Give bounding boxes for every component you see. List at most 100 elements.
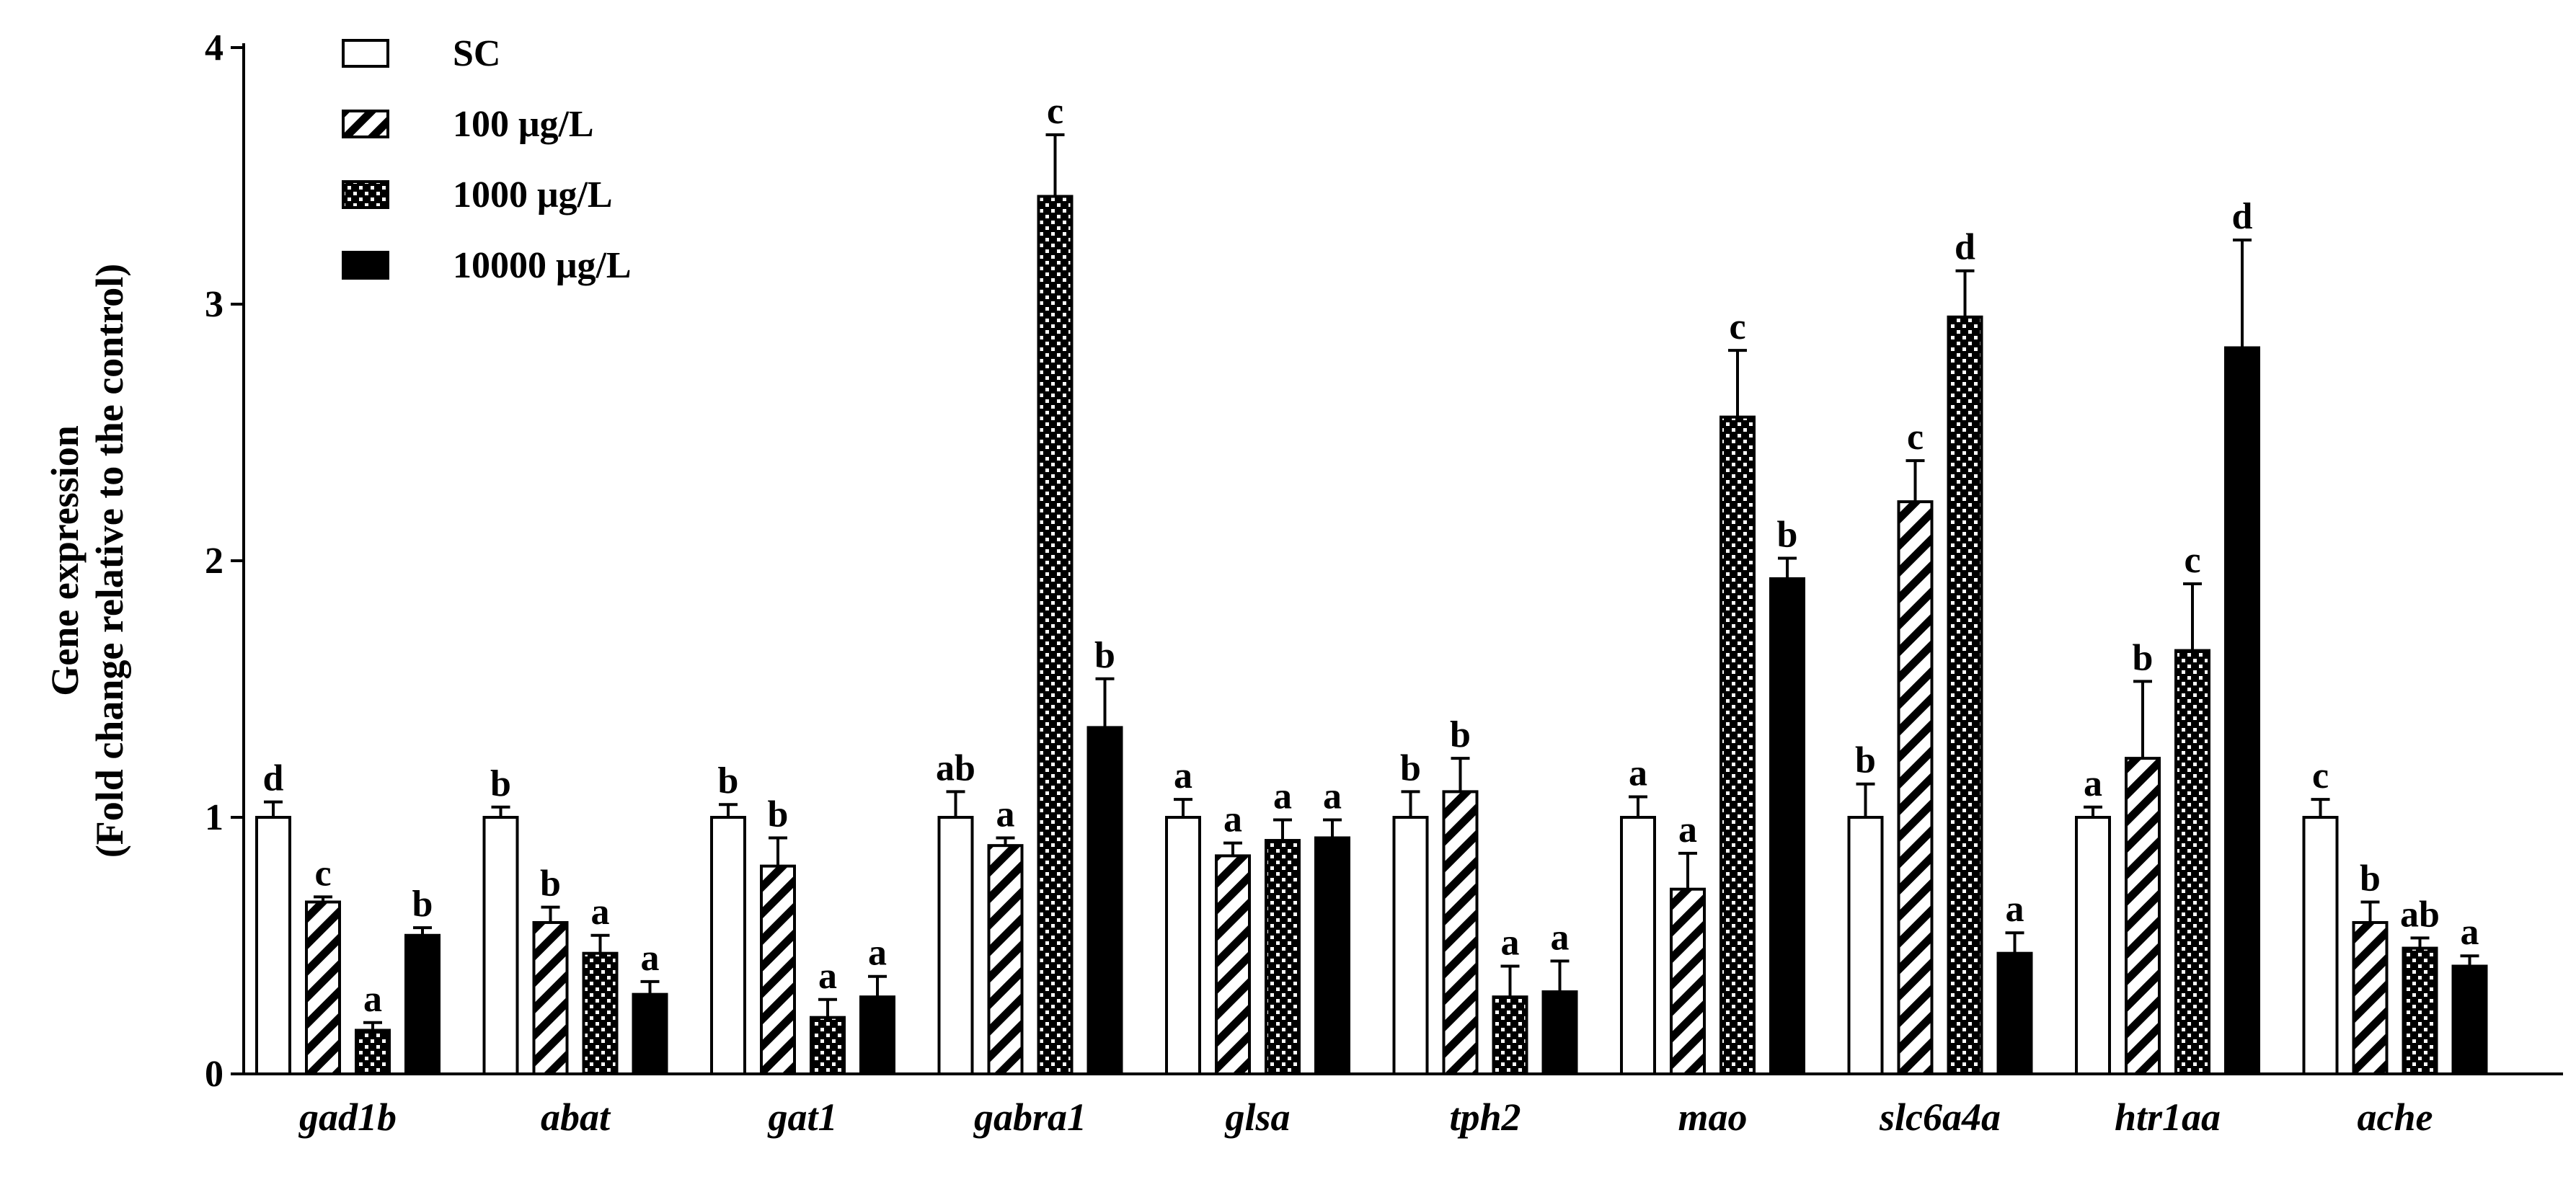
- bar-gabra1-1: [987, 844, 1024, 1076]
- significance-letter: a: [1551, 917, 1570, 958]
- bar-htr1aa-2: [2174, 649, 2210, 1075]
- bar-gat1-2: [810, 1016, 846, 1076]
- significance-letter: a: [2006, 889, 2024, 930]
- significance-letter: b: [1400, 747, 1421, 788]
- legend-label: 100 μg/L: [453, 104, 594, 145]
- bar-mao-2: [1719, 415, 1756, 1075]
- x-category-label: gat1: [767, 1096, 837, 1139]
- significance-letter: c: [1047, 91, 1063, 132]
- significance-letter: a: [868, 933, 887, 974]
- x-category-label: abat: [541, 1096, 611, 1139]
- significance-letter: a: [1273, 776, 1292, 817]
- x-category-label: ache: [2358, 1096, 2433, 1139]
- bar-gad1b-0: [255, 816, 291, 1075]
- significance-letter: b: [412, 884, 433, 925]
- bar-gabra1-3: [1086, 726, 1123, 1076]
- significance-letter: a: [1323, 776, 1342, 817]
- x-category-label: tph2: [1449, 1096, 1521, 1139]
- legend-swatch: [342, 39, 389, 68]
- axes: 0 1 2 3 4 Gene expression (Fold change relativ…: [43, 27, 2563, 1095]
- significance-letter: c: [2184, 540, 2200, 581]
- bar-mao-3: [1769, 577, 1805, 1075]
- bar-gat1-1: [760, 864, 796, 1075]
- bars-layer: [255, 133, 2488, 1076]
- significance-letter: a: [1223, 799, 1242, 840]
- bar-htr1aa-0: [2075, 816, 2111, 1075]
- significance-letter: d: [1955, 227, 1975, 268]
- bar-mao-1: [1670, 887, 1706, 1076]
- bar-htr1aa-3: [2224, 346, 2260, 1075]
- bar-slc6a4a-2: [1947, 315, 1983, 1075]
- bar-gabra1-0: [937, 816, 974, 1075]
- bar-gabra1-2: [1037, 195, 1074, 1076]
- y-axis-title: Gene expression (Fold change relative to …: [43, 264, 131, 858]
- significance-letter: c: [314, 853, 331, 894]
- bar-ache-1: [2352, 920, 2389, 1075]
- significance-letter: b: [2133, 637, 2154, 678]
- significance-letter: a: [996, 794, 1015, 835]
- bar-gad1b-1: [305, 900, 341, 1075]
- significance-letter: a: [641, 938, 660, 979]
- bar-tph2-2: [1492, 995, 1528, 1075]
- significance-letter: a: [363, 979, 382, 1020]
- bar-tph2-1: [1442, 790, 1479, 1076]
- bar-abat-1: [532, 920, 569, 1075]
- bar-slc6a4a-0: [1847, 816, 1884, 1075]
- bar-ache-0: [2302, 816, 2339, 1075]
- y-tick-label: 4: [205, 27, 223, 68]
- significance-letter: ab: [2400, 894, 2440, 935]
- legend-swatch: [342, 180, 389, 209]
- significance-letter: b: [768, 794, 789, 835]
- significance-letter: c: [2312, 755, 2329, 796]
- legend-swatch: [342, 110, 389, 138]
- bar-abat-2: [582, 951, 619, 1076]
- significance-letter: b: [718, 760, 739, 801]
- bar-glsa-3: [1314, 836, 1350, 1075]
- significance-letter: ab: [936, 747, 975, 788]
- bar-glsa-2: [1265, 839, 1301, 1076]
- bar-ache-3: [2451, 964, 2488, 1075]
- legend-label: SC: [453, 33, 500, 74]
- significance-letter: a: [818, 956, 837, 997]
- significance-letter: c: [1729, 306, 1745, 347]
- significance-letter: d: [263, 758, 284, 799]
- bar-glsa-1: [1215, 854, 1251, 1076]
- bar-gad1b-3: [404, 933, 441, 1076]
- legend-swatch: [342, 251, 389, 280]
- significance-letter: b: [1855, 740, 1876, 781]
- y-tick-label: 2: [205, 541, 223, 582]
- x-category-label: glsa: [1224, 1096, 1290, 1139]
- bar-tph2-3: [1541, 990, 1578, 1075]
- significance-letter: a: [2461, 912, 2479, 953]
- significance-letter: a: [591, 892, 610, 933]
- y-axis-title-line: Gene expression: [43, 425, 87, 696]
- bar-abat-0: [482, 816, 519, 1075]
- significance-letter: a: [1629, 753, 1647, 794]
- significance-letter: d: [2232, 196, 2253, 237]
- bar-gat1-3: [859, 995, 895, 1075]
- x-category-label: slc6a4a: [1879, 1096, 2001, 1139]
- significance-letter: b: [1777, 514, 1798, 555]
- bar-abat-3: [632, 992, 668, 1076]
- y-tick-label: 0: [205, 1054, 223, 1095]
- significance-letter: b: [1450, 714, 1471, 755]
- significance-letter: a: [1174, 755, 1192, 796]
- x-category-label: htr1aa: [2115, 1096, 2221, 1139]
- significance-letter: a: [1501, 922, 1520, 963]
- significance-letter: b: [1094, 635, 1115, 676]
- y-axis-title-line: (Fold change relative to the control): [88, 264, 131, 858]
- bar-ache-2: [2402, 946, 2438, 1076]
- y-tick-label: 1: [205, 797, 223, 838]
- legend-label: 10000 μg/L: [453, 245, 632, 286]
- significance-letter: b: [490, 763, 511, 804]
- bar-gat1-0: [710, 816, 746, 1075]
- significance-letter: b: [540, 863, 561, 905]
- legend: SC 100 μg/L 1000 μg/L 10000 μg/L: [342, 33, 632, 286]
- bar-slc6a4a-3: [1996, 951, 2033, 1076]
- x-category-label: gad1b: [298, 1096, 397, 1139]
- bar-glsa-0: [1165, 816, 1201, 1075]
- x-category-label: gabra1: [973, 1096, 1086, 1139]
